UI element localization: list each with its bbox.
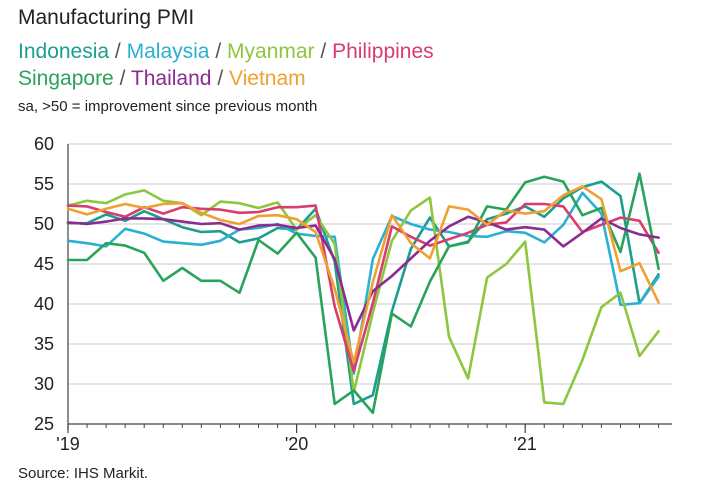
legend-malaysia: Malaysia xyxy=(126,40,210,63)
x-tick-label: '20 xyxy=(285,434,308,454)
legend-myanmar: Myanmar xyxy=(227,40,315,63)
y-tick-label-60: 60 xyxy=(34,134,54,154)
y-tick-label-45: 45 xyxy=(34,254,54,274)
legend-thailand: Thailand xyxy=(130,67,212,90)
series-line-thailand xyxy=(66,215,660,332)
x-tick-label: '19 xyxy=(56,434,79,454)
legend-separator: / xyxy=(114,40,121,63)
legend-separator: / xyxy=(215,40,222,63)
legend-separator: / xyxy=(119,67,126,90)
chart-subtitle: sa, >50 = improvement since previous mon… xyxy=(18,98,318,115)
legend-line-1: Indonesia / Malaysia / Myanmar / Philipp… xyxy=(18,40,434,64)
y-tick-label-25: 25 xyxy=(34,414,54,434)
y-tick-label-50: 50 xyxy=(34,214,54,234)
series-line-myanmar xyxy=(66,189,660,406)
series-line-malaysia xyxy=(66,191,660,375)
source-note: Source: IHS Markit. xyxy=(18,465,149,482)
legend-separator: / xyxy=(320,40,327,63)
y-tick-label-40: 40 xyxy=(34,294,54,314)
legend-philippines: Philippines xyxy=(332,40,434,63)
x-tick-label: '21 xyxy=(513,434,536,454)
chart-title: Manufacturing PMI xyxy=(18,6,195,29)
legend-indonesia: Indonesia xyxy=(18,40,110,63)
series-line-vietnam xyxy=(66,185,660,364)
y-tick-label-35: 35 xyxy=(34,334,54,354)
series-line-philippines xyxy=(66,202,660,373)
legend-line-2: Singapore / Thailand / Vietnam xyxy=(18,67,306,91)
legend-separator: / xyxy=(217,67,224,90)
legend-vietnam: Vietnam xyxy=(229,67,306,90)
legend-singapore: Singapore xyxy=(18,67,114,90)
series-line-singapore xyxy=(66,172,660,415)
y-tick-label-55: 55 xyxy=(34,174,54,194)
y-tick-label-30: 30 xyxy=(34,374,54,394)
